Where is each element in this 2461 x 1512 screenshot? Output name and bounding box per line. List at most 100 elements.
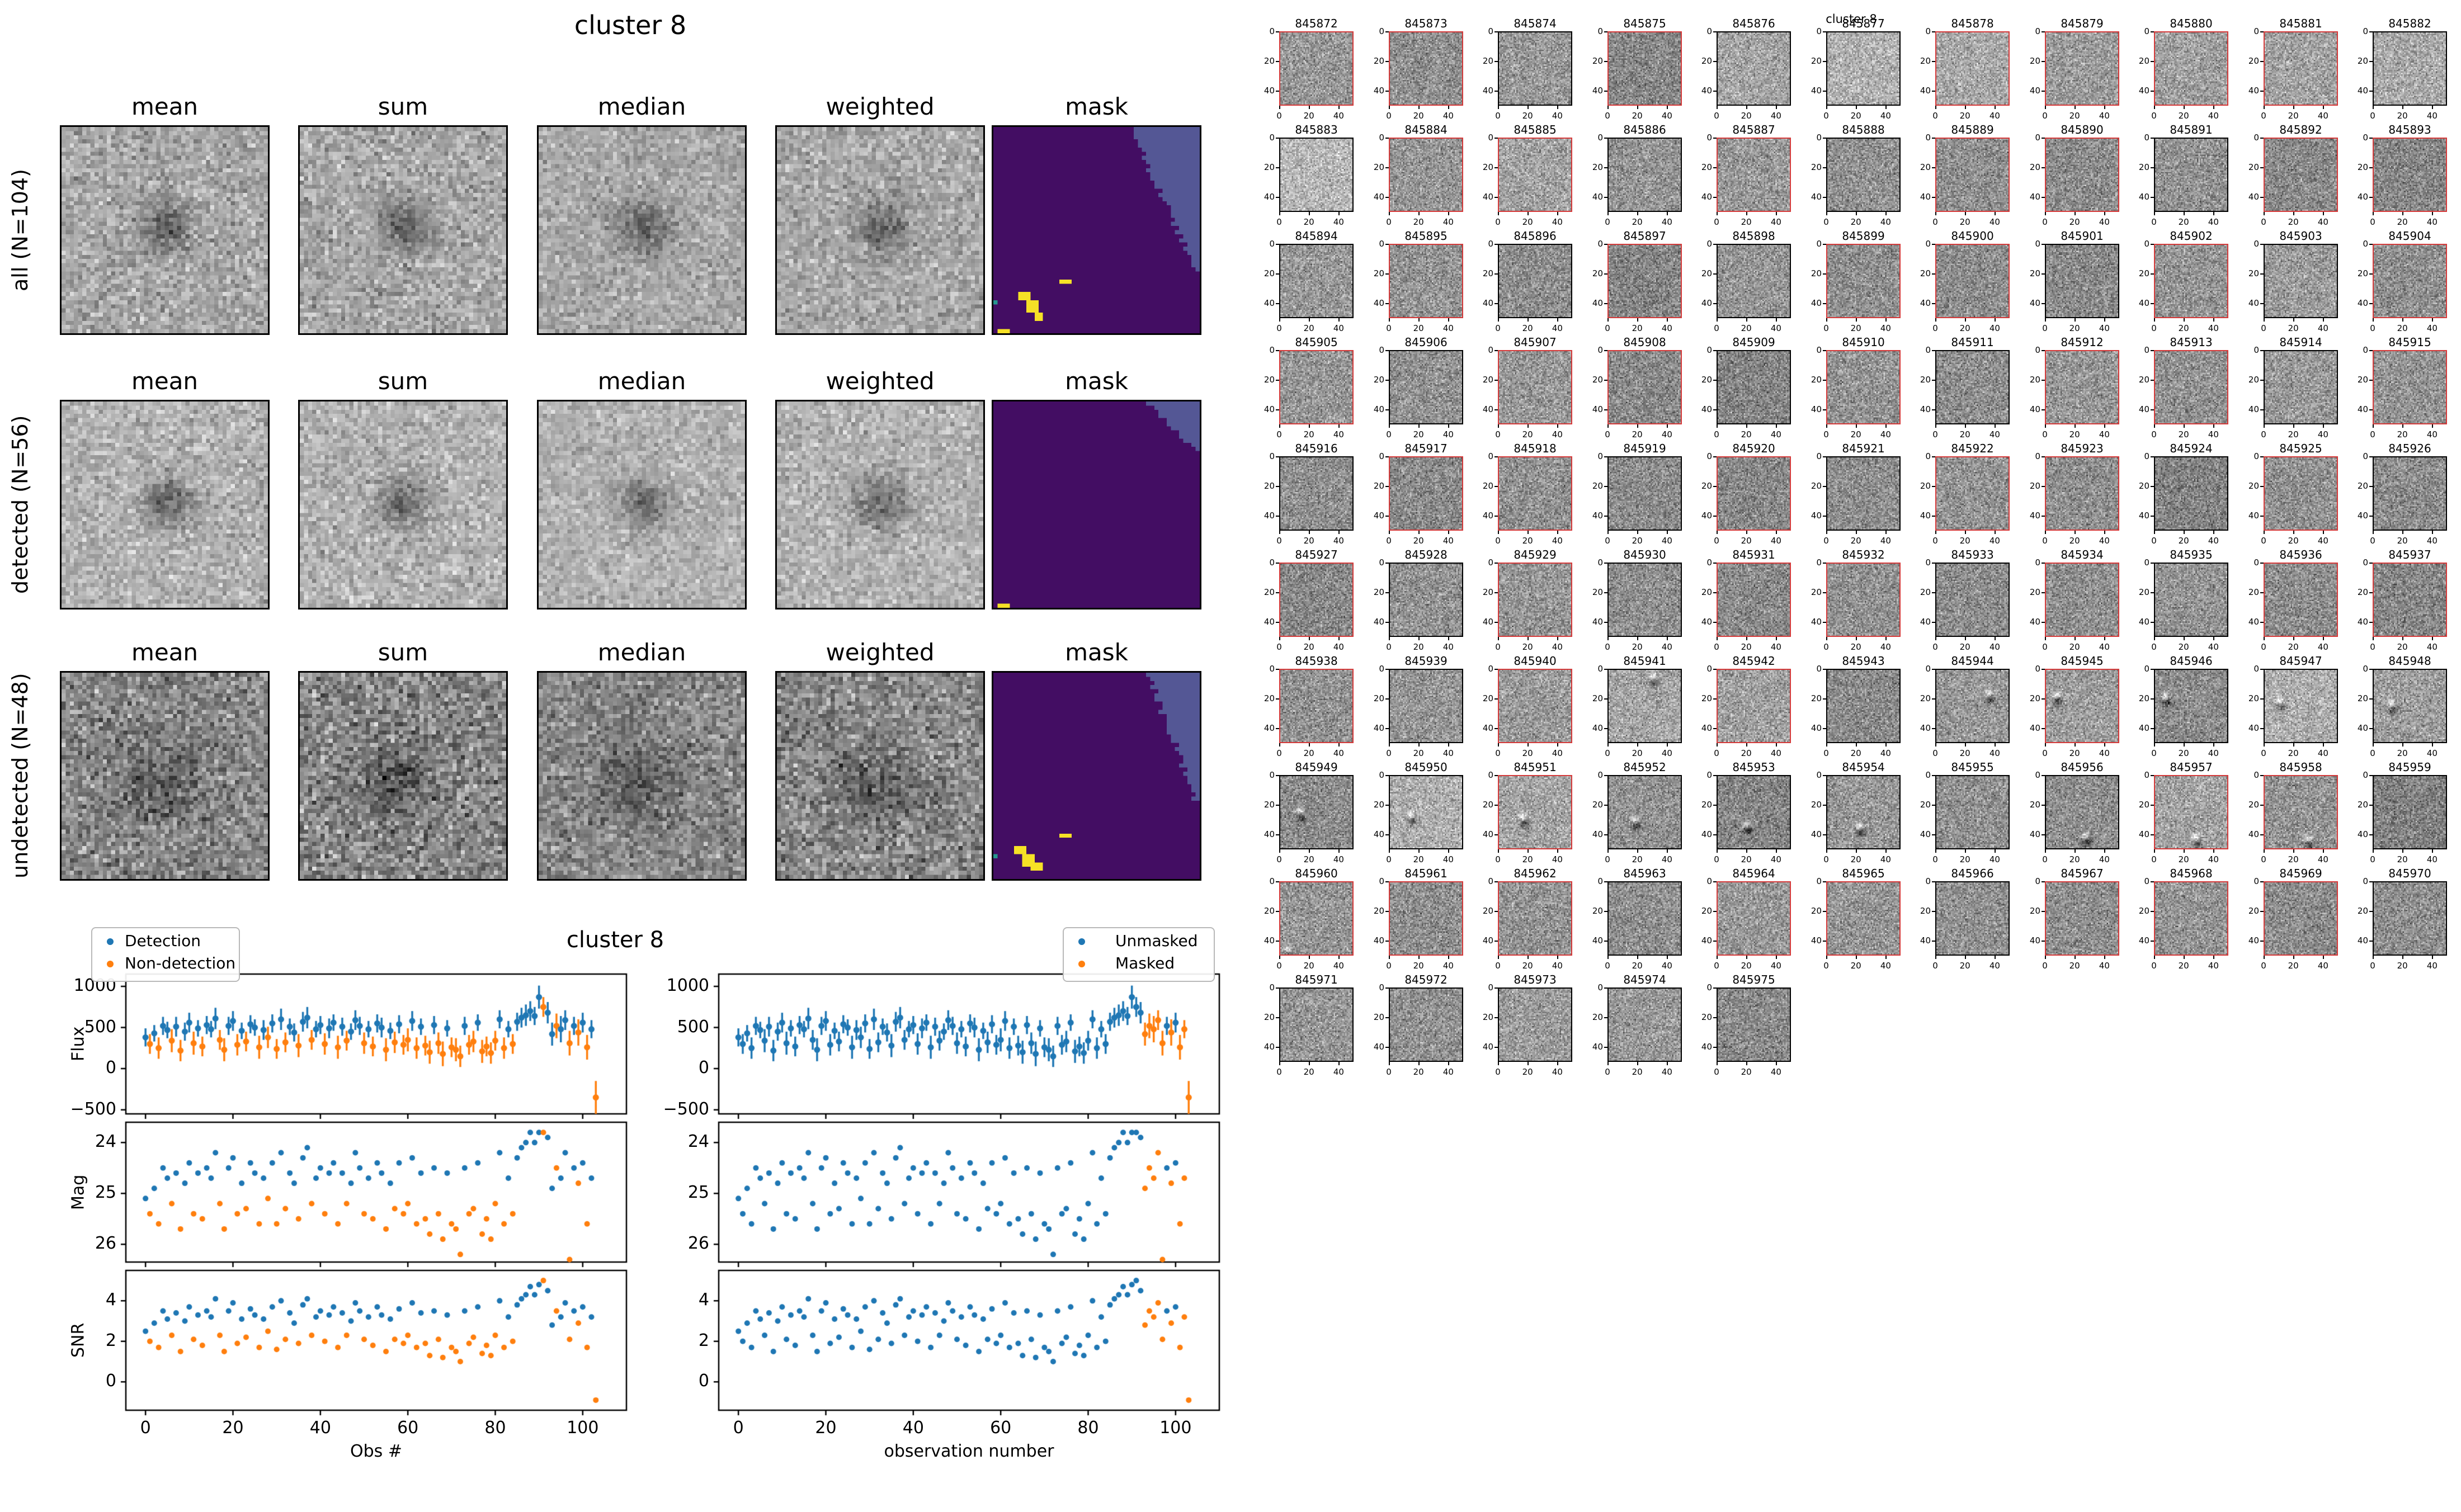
thumbnail-xtick-mark	[2104, 743, 2106, 746]
thumbnail-ytick-mark	[1713, 380, 1717, 381]
thumbnail-ytick-mark	[1276, 244, 1279, 245]
thumbnail-image	[1935, 881, 2010, 956]
thumbnail-xtick-mark	[1448, 106, 1450, 109]
thumbnail-ytick-mark	[2042, 698, 2045, 700]
thumbnail-ytick-mark	[1385, 563, 1389, 564]
thumbnail-xtick-mark	[1309, 424, 1310, 428]
thumbnail-xtick-label: 0	[1495, 429, 1501, 440]
thumbnail-image	[2264, 456, 2338, 531]
thumbnail-ytick-label: 0	[1597, 770, 1603, 780]
thumbnail-xtick-mark	[2045, 743, 2046, 746]
thumbnail-ytick-mark	[1494, 1047, 1498, 1048]
thumbnail-image	[1607, 669, 1682, 743]
thumbnail-ytick-mark	[2260, 698, 2264, 700]
thumbnail-xtick-mark	[1527, 849, 1529, 853]
thumbnail-xtick-mark	[1856, 956, 1857, 959]
thumbnail-xtick-mark	[1389, 106, 1390, 109]
thumbnail-xtick-mark	[2075, 956, 2076, 959]
thumbnail-cell: 845877 0 0 20 20 40 40	[1803, 17, 1912, 123]
thumbnail-xtick-mark	[1338, 849, 1340, 853]
stamp-image-median	[537, 400, 747, 609]
thumbnail-ytick-label: 40	[1482, 511, 1493, 521]
thumbnail-ytick-label: 20	[1263, 481, 1275, 492]
thumbnail-xtick-label: 40	[1770, 748, 1781, 758]
thumbnail-ytick-label: 20	[1482, 56, 1493, 67]
thumbnail-xtick-mark	[2373, 424, 2374, 428]
thumbnail-xtick-mark	[1717, 743, 1718, 746]
thumbnail-ytick-label: 20	[1811, 693, 1822, 704]
thumbnail-xtick-mark	[1527, 956, 1529, 959]
thumbnail-id-label: 845889	[1951, 123, 1994, 136]
legend-label: Detection	[125, 932, 201, 950]
thumbnail-xtick-mark	[1826, 743, 1827, 746]
thumbnail-image	[1935, 31, 2010, 106]
thumbnail-ytick-label: 20	[2357, 587, 2368, 598]
thumbnail-ytick-label: 40	[1482, 617, 1493, 627]
thumbnail-id-label: 845938	[1295, 654, 1338, 668]
thumbnail-ytick-label: 20	[1701, 587, 1712, 598]
thumbnail-ytick-label: 20	[1920, 56, 1931, 67]
thumbnail-xtick-mark	[1717, 318, 1718, 322]
thumbnail-xtick-mark	[1667, 106, 1668, 109]
thumbnail-ytick-label: 20	[1373, 162, 1384, 173]
thumbnail-cell: 845883 0 0 20 20 40 40	[1256, 123, 1365, 229]
thumbnail-xtick-mark	[1279, 318, 1280, 322]
thumbnail-ytick-label: 20	[2138, 56, 2149, 67]
thumbnail-image	[1279, 987, 1354, 1062]
thumbnail-image	[1389, 31, 1463, 106]
thumbnail-id-label: 845892	[2279, 123, 2322, 136]
thumbnail-id-label: 845963	[1623, 867, 1666, 880]
thumbnail-xtick-label: 20	[1413, 1067, 1424, 1077]
thumbnail-ytick-mark	[2260, 350, 2264, 351]
thumbnail-id-label: 845911	[1951, 336, 1994, 349]
thumbnail-ytick-mark	[1494, 563, 1498, 564]
thumbnail-xtick-mark	[1498, 424, 1499, 428]
thumbnail-ytick-label: 0	[1816, 239, 1822, 249]
stamp-image-mean	[60, 671, 270, 881]
thumbnail-ytick-label: 40	[1373, 829, 1384, 840]
thumbnail-xtick-mark	[1746, 424, 1748, 428]
thumbnail-xtick-label: 20	[1850, 111, 1861, 121]
thumbnail-xtick-label: 40	[1442, 748, 1454, 758]
thumbnail-xtick-label: 40	[2208, 536, 2219, 546]
thumbnail-id-label: 845899	[1842, 229, 1885, 243]
thumbnail-xtick-label: 40	[1442, 323, 1454, 333]
thumbnail-image	[1935, 138, 2010, 212]
thumbnail-xtick-label: 40	[1989, 961, 2000, 971]
thumbnail-xtick-mark	[1279, 637, 1280, 640]
panel-ytick-label: 4	[105, 1290, 116, 1310]
thumbnail-xtick-label: 20	[1413, 217, 1424, 227]
thumbnail-ytick-mark	[2151, 380, 2154, 381]
thumbnail-ytick-mark	[1494, 303, 1498, 305]
thumbnail-xtick-mark	[1935, 424, 1936, 428]
thumbnail-ytick-mark	[1604, 669, 1607, 670]
thumbnail-image	[1498, 244, 1572, 318]
thumbnail-ytick-label: 20	[1592, 587, 1603, 598]
thumbnail-ytick-mark	[2369, 456, 2373, 457]
thumbnail-xtick-mark	[1717, 212, 1718, 215]
thumbnail-xtick-mark	[2323, 424, 2325, 428]
thumbnail-id-label: 845975	[1732, 973, 1775, 986]
thumbnail-cell: 845872 0 0 20 20 40 40	[1256, 17, 1365, 123]
panel-xtick-label: 40	[309, 1418, 331, 1438]
thumbnail-id-label: 845887	[1732, 123, 1775, 136]
thumbnail-ytick-label: 20	[2138, 906, 2149, 916]
thumbnail-ytick-mark	[1713, 273, 1717, 275]
thumbnail-ytick-mark	[2042, 31, 2045, 32]
panel-xtick-label: 80	[484, 1418, 506, 1438]
thumbnail-ytick-label: 0	[1379, 451, 1384, 461]
thumbnail-xtick-label: 40	[2426, 111, 2438, 121]
thumbnail-xtick-label: 20	[2397, 536, 2408, 546]
thumbnail-ytick-label: 20	[1592, 800, 1603, 810]
thumbnail-ytick-label: 0	[1488, 345, 1493, 355]
thumbnail-xtick-mark	[1498, 318, 1499, 322]
thumbnail-ytick-mark	[1494, 592, 1498, 594]
thumbnail-ytick-mark	[1385, 987, 1389, 989]
thumbnail-ytick-mark	[1385, 775, 1389, 776]
thumbnail-id-label: 845898	[1732, 229, 1775, 243]
thumbnail-ytick-label: 20	[2248, 162, 2259, 173]
thumbnail-xtick-mark	[2213, 318, 2215, 322]
panel-xtick-label: 0	[140, 1418, 151, 1438]
thumbnail-image	[1389, 138, 1463, 212]
thumbnail-xtick-label: 0	[1605, 1067, 1610, 1077]
